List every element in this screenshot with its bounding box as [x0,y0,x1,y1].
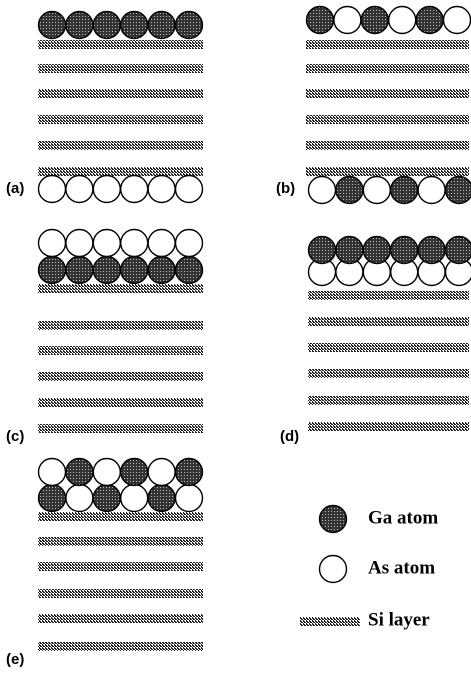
as-atom [320,556,347,583]
as-atom [121,176,148,203]
si-layer [308,343,469,352]
ga-atom [148,12,175,39]
si-layer [38,115,203,124]
si-layer [306,115,469,124]
as-atom [66,485,93,512]
ga-atom [307,7,334,34]
ga-atom [121,257,148,284]
si-layer [308,317,469,326]
as-atom [334,7,361,34]
legend-label: Si layer [368,609,430,630]
as-atom [93,459,120,486]
ga-atom [320,506,347,533]
ga-atom [446,177,471,204]
figure: (a) (b) (c) (d) (e) Ga atom As atom Si l… [0,0,471,674]
as-atom [389,7,416,34]
ga-atom [66,12,93,39]
as-atom [66,176,93,203]
as-atom [39,230,66,257]
si-layer [300,617,360,626]
as-atom [148,176,175,203]
si-layer [38,642,203,651]
si-layer [306,141,469,150]
as-atom [39,176,66,203]
legend-label: Ga atom [368,507,438,528]
ga-atom [39,12,66,39]
as-atom [418,177,445,204]
as-atom [148,459,175,486]
si-layer [38,512,203,521]
si-layer [38,537,203,546]
ga-atom [121,12,148,39]
as-atom [176,485,203,512]
panel-label: (c) [6,428,24,445]
ga-atom [66,459,93,486]
panel-label: (e) [6,651,24,668]
ga-atom [446,237,471,264]
si-layer [38,167,203,176]
ga-atom [66,257,93,284]
si-layer [38,89,203,98]
si-layer [38,562,203,571]
si-layer [38,40,203,49]
ga-atom [93,12,120,39]
si-layer [38,141,203,150]
as-atom [176,230,203,257]
ga-atom [309,237,336,264]
as-atom [176,176,203,203]
ga-atom [363,237,390,264]
ga-atom [39,485,66,512]
ga-atom [391,237,418,264]
as-atom [121,230,148,257]
as-atom [444,7,471,34]
ga-atom [361,7,388,34]
ga-atom [336,237,363,264]
si-layer [38,284,203,293]
ga-atom [176,12,203,39]
si-layer [38,398,203,407]
ga-atom [418,237,445,264]
si-layer [308,396,469,405]
ga-atom [39,257,66,284]
as-atom [93,230,120,257]
as-atom [148,230,175,257]
as-atom [309,177,336,204]
ga-atom [176,459,203,486]
ga-atom [93,485,120,512]
panel-label: (b) [276,180,295,197]
si-layer [306,40,469,49]
as-atom [121,485,148,512]
ga-atom [148,257,175,284]
as-atom [363,177,390,204]
ga-atom [93,257,120,284]
as-atom [39,459,66,486]
si-layer [38,614,203,623]
si-layer [38,346,203,355]
legend-label: As atom [368,557,435,578]
si-layer [308,369,469,378]
si-layer [38,321,203,330]
si-layer [306,167,469,176]
ga-atom [391,177,418,204]
si-layer [306,64,469,73]
si-layer [306,89,469,98]
ga-atom [121,459,148,486]
si-layer [308,422,469,431]
panel-label: (d) [280,428,299,445]
as-atom [93,176,120,203]
si-layer [38,424,203,433]
ga-atom [416,7,443,34]
si-layer [38,372,203,381]
panel-label: (a) [6,180,24,197]
as-atom [66,230,93,257]
si-layer [308,291,469,300]
ga-atom [148,485,175,512]
si-layer [38,64,203,73]
ga-atom [336,177,363,204]
ga-atom [176,257,203,284]
si-layer [38,589,203,598]
